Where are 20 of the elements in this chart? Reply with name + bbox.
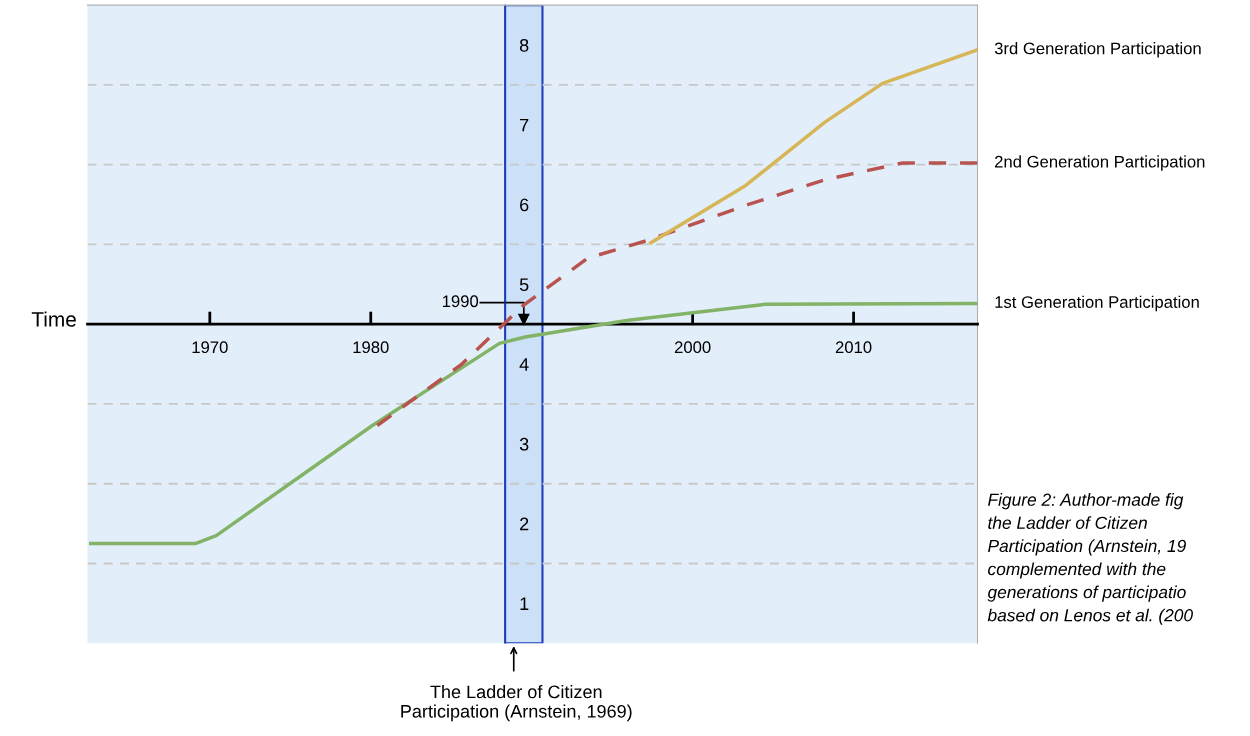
y-tick-label: 8 (519, 38, 529, 52)
series-label: 1st Generation Participation (995, 295, 1199, 312)
x-axis-title: Time (31, 311, 76, 327)
x-tick-label: 2010 (835, 341, 872, 354)
y-tick-label: 2 (520, 517, 529, 531)
x-tick-label: 1980 (353, 341, 389, 354)
text: The Ladder of Citizen Participation (Arnstein, 1969) (401, 685, 632, 722)
series-label: 3rd Generation Participation (994, 42, 1201, 58)
x-tick-label: 1970 (192, 341, 228, 354)
line-series (649, 48, 978, 245)
annotation: 1990 (442, 295, 479, 308)
series-label: 2nd Generation Participation (995, 155, 1205, 171)
y-tick-label: 6 (520, 198, 529, 212)
x-tick-label: 2000 (674, 341, 711, 354)
y-tick-label: 1 (520, 597, 529, 610)
y-tick-label: 3 (519, 437, 529, 451)
y-tick-label: 5 (519, 278, 529, 292)
y-tick-label: 7 (520, 118, 529, 132)
caption: Figure 2: Author-made fig the Ladder of Citizen Participation (Arnstein, 19 complemented with the generations of participatio based on Lenos et al. (200 (987, 493, 1193, 625)
y-tick-label: 4 (519, 358, 529, 371)
